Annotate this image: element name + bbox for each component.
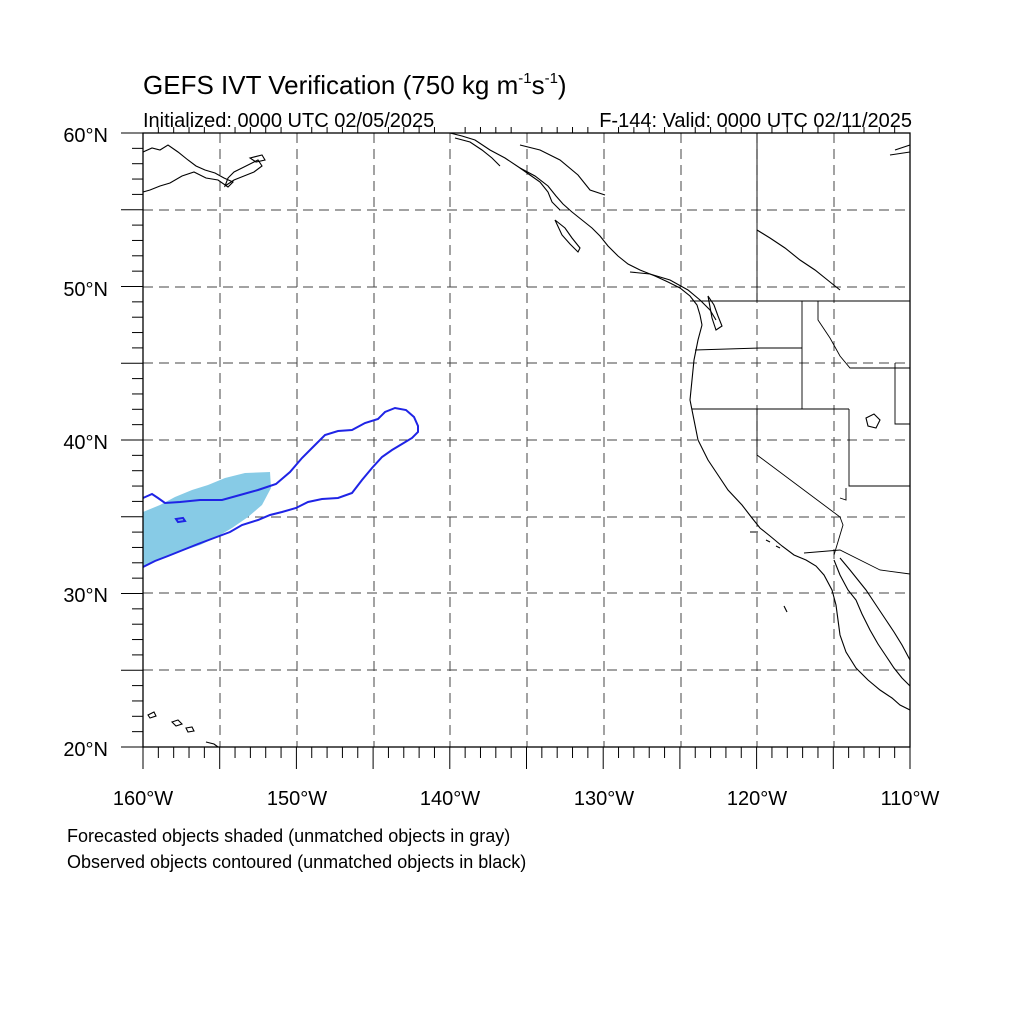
lon-label-140w: 140°W [420,788,480,810]
lat-label-20: 20°N [63,739,108,761]
lon-label-130w: 130°W [574,788,634,810]
footnote-observed: Observed objects contoured (unmatched ob… [67,852,527,872]
lon-label-160w: 160°W [113,788,173,810]
lat-label-60: 60°N [63,125,108,147]
map-frame [142,132,911,748]
gridlines [143,133,910,747]
lat-label-50: 50°N [63,279,108,301]
lat-label-40: 40°N [63,432,108,454]
lon-label-150w: 150°W [267,788,327,810]
footnote-forecast: Forecasted objects shaded (unmatched obj… [67,826,511,846]
map-title: GEFS IVT Verification (750 kg m-1s-1) [143,70,567,100]
axis-ticks [121,127,911,769]
observed-object [142,406,419,568]
forecast-object [143,472,271,566]
political-borders [690,133,911,575]
lon-label-120w: 120°W [727,788,787,810]
initialized-time: Initialized: 0000 UTC 02/05/2025 [143,110,435,132]
valid-time: F-144: Valid: 0000 UTC 02/11/2025 [599,110,912,132]
lat-label-30: 30°N [63,585,108,607]
latitude-labels: 60°N 50°N 40°N 30°N 20°N [63,125,108,761]
longitude-labels: 160°W 150°W 140°W 130°W 120°W 110°W [113,788,940,810]
lon-label-110w: 110°W [881,788,940,810]
coastlines [142,132,911,748]
